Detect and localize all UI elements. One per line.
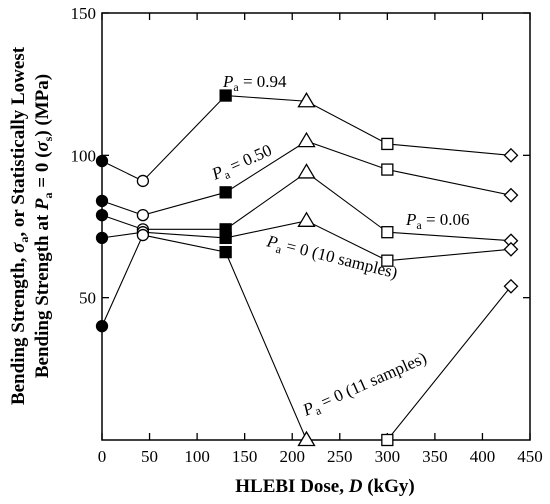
data-point (503, 187, 519, 203)
series-1 (95, 89, 519, 188)
y-axis-title-line1: Bending Strength, σa, or Statistically L… (8, 46, 31, 405)
data-point (381, 163, 394, 176)
y-axis-title-line2: Bending Strength at Pa = 0 (σs) (MPa) (32, 74, 55, 378)
data-point (381, 226, 394, 239)
series-4 (95, 211, 519, 267)
series-line (101, 220, 512, 262)
series-layer (95, 89, 519, 447)
x-tick-label: 50 (141, 447, 158, 466)
data-point (95, 231, 109, 245)
data-point (136, 174, 150, 188)
series-5 (95, 228, 519, 447)
data-point (219, 231, 232, 245)
x-tick-label: 150 (232, 447, 258, 466)
y-tick-label: 100 (71, 146, 97, 165)
annotation: Pa = 0.94 (222, 72, 287, 94)
data-point (297, 131, 316, 148)
series-2 (95, 131, 519, 222)
series-line (101, 234, 512, 441)
x-tick-label: 250 (327, 447, 353, 466)
data-point (95, 208, 109, 222)
data-point (219, 89, 232, 102)
x-tick-label: 400 (470, 447, 496, 466)
x-axis-title: HLEBI Dose, D (kGy) (235, 476, 414, 497)
data-point (381, 433, 394, 447)
x-tick-label: 300 (375, 447, 401, 466)
data-point (219, 245, 232, 259)
data-point (219, 186, 232, 199)
data-point (297, 91, 316, 108)
axis-labels: HLEBI Dose, D (kGy) Bending Strength, σa… (8, 46, 415, 497)
series-3 (95, 163, 519, 249)
data-point (297, 430, 316, 447)
annotation: Pa = 0.06 (405, 210, 470, 232)
series-line (101, 140, 512, 216)
data-point (381, 137, 394, 151)
data-point (503, 241, 519, 257)
data-point (136, 208, 150, 222)
x-tick-label: 450 (517, 447, 543, 466)
series-line (101, 94, 512, 182)
y-tick-label: 50 (79, 289, 96, 308)
annotation: Pa = 0.50 (208, 140, 276, 186)
series-line (101, 171, 512, 242)
annotation: Pa = 0 (10 samples) (263, 231, 399, 285)
data-point (503, 278, 519, 294)
y-tick-label: 150 (71, 4, 97, 23)
x-tick-label: 200 (279, 447, 305, 466)
data-point (136, 228, 150, 242)
data-point (503, 147, 519, 163)
data-point (95, 154, 109, 168)
x-tick-label: 0 (98, 447, 107, 466)
x-tick-label: 350 (422, 447, 448, 466)
data-point (381, 254, 394, 267)
x-tick-label: 100 (184, 447, 210, 466)
data-point (95, 194, 109, 208)
data-point (297, 211, 316, 227)
data-point (95, 319, 109, 333)
data-point (297, 163, 316, 179)
annotations: Pa = 0.94 Pa = 0.50 Pa = 0.06 Pa = 0 (10 sa… (208, 72, 470, 420)
